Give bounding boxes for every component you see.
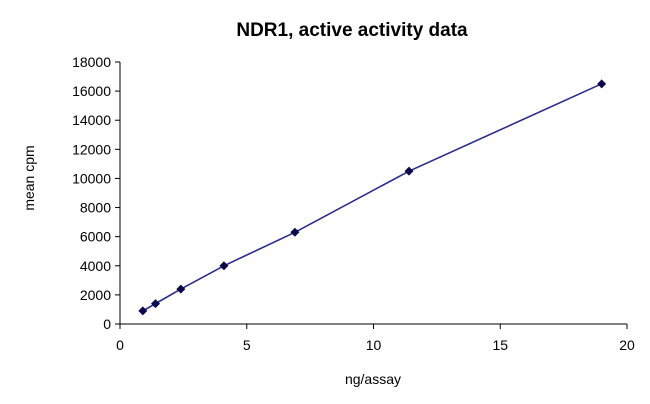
y-tick-label: 16000 bbox=[72, 83, 111, 99]
y-ticks: 0 2000 4000 6000 8000 10000 12000 14000 16000 180… bbox=[72, 54, 120, 332]
x-tick-label: 0 bbox=[116, 337, 124, 353]
data-point bbox=[404, 166, 414, 176]
y-tick-label: 2000 bbox=[80, 287, 111, 303]
data-point bbox=[597, 79, 607, 89]
y-tick-label: 4000 bbox=[80, 258, 111, 274]
chart-title: NDR1, active activity data bbox=[236, 20, 468, 41]
y-axis-label: mean cpm bbox=[21, 145, 37, 210]
plot-area: 0 2000 4000 6000 8000 10000 12000 14000 16000 180… bbox=[72, 54, 635, 353]
x-tick-label: 15 bbox=[492, 337, 508, 353]
data-point bbox=[176, 284, 186, 294]
y-tick-label: 0 bbox=[103, 316, 111, 332]
x-tick-label: 20 bbox=[619, 337, 635, 353]
y-tick-label: 18000 bbox=[72, 54, 111, 70]
y-tick-label: 8000 bbox=[80, 200, 111, 216]
x-ticks: 0 5 10 15 20 bbox=[116, 324, 635, 353]
y-tick-label: 12000 bbox=[72, 141, 111, 157]
x-axis-label: ng/assay bbox=[345, 371, 401, 387]
y-tick-label: 6000 bbox=[80, 229, 111, 245]
data-point bbox=[219, 261, 229, 271]
x-tick-label: 5 bbox=[243, 337, 251, 353]
data-point bbox=[150, 299, 160, 309]
y-tick-label: 10000 bbox=[72, 170, 111, 186]
series-line bbox=[142, 83, 602, 312]
series-group bbox=[138, 79, 607, 316]
data-point bbox=[290, 227, 300, 237]
data-point bbox=[138, 306, 148, 316]
y-tick-label: 14000 bbox=[72, 112, 111, 128]
x-tick-label: 10 bbox=[366, 337, 382, 353]
